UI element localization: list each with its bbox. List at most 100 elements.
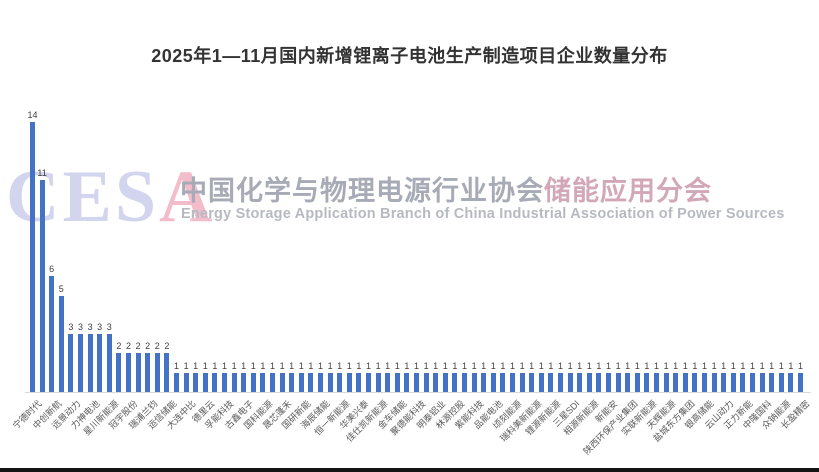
bar-value-label: 1 xyxy=(577,360,583,371)
bar-value-label: 1 xyxy=(653,360,659,371)
bar-value-label: 3 xyxy=(97,322,103,333)
bar xyxy=(730,372,736,392)
bar xyxy=(414,372,419,392)
bar xyxy=(510,372,515,392)
bar-value-label: 1 xyxy=(298,360,304,371)
bar-value-label: 1 xyxy=(634,360,640,371)
bar-value-label: 1 xyxy=(241,360,247,371)
bar xyxy=(385,372,391,392)
bar-value-label: 1 xyxy=(471,360,477,371)
bar xyxy=(500,372,506,392)
bar xyxy=(375,372,381,392)
bar xyxy=(308,372,314,392)
bar-value-label: 1 xyxy=(500,360,506,371)
x-axis-line xyxy=(25,392,811,393)
bar xyxy=(538,372,544,392)
bar xyxy=(58,295,64,392)
bar-value-label: 1 xyxy=(385,360,391,371)
bar xyxy=(462,372,467,392)
bar xyxy=(567,372,573,392)
bar xyxy=(452,372,458,392)
bar-value-label: 2 xyxy=(125,341,131,352)
bar-value-label: 1 xyxy=(404,360,410,371)
bar xyxy=(558,372,563,392)
bar-value-label: 3 xyxy=(68,322,74,333)
bar-value-label: 1 xyxy=(394,360,400,371)
bar-value-label: 1 xyxy=(778,360,784,371)
bar-value-label: 1 xyxy=(797,360,803,371)
bar-value-label: 3 xyxy=(87,322,93,333)
bar xyxy=(394,372,400,392)
bar xyxy=(298,372,304,392)
bar-value-label: 6 xyxy=(49,264,55,275)
bar-value-label: 2 xyxy=(145,341,151,352)
bar-value-label: 1 xyxy=(711,360,717,371)
bar-value-label: 1 xyxy=(519,360,525,371)
bar-value-label: 1 xyxy=(557,360,563,371)
bar xyxy=(577,372,583,392)
bar xyxy=(692,372,698,392)
bar-value-label: 1 xyxy=(337,360,343,371)
bar-value-label: 1 xyxy=(173,360,179,371)
bar-value-label: 1 xyxy=(212,360,218,371)
bar xyxy=(49,276,55,392)
cesa-letter: E xyxy=(62,156,115,238)
bar xyxy=(337,372,343,392)
bar xyxy=(222,372,227,392)
bar-value-label: 1 xyxy=(730,360,736,371)
bar-value-label: 1 xyxy=(615,360,621,371)
bar xyxy=(241,372,247,392)
bar-value-label: 1 xyxy=(346,360,352,371)
bar-value-label: 1 xyxy=(202,360,208,371)
bar-value-label: 1 xyxy=(221,360,227,371)
bar-value-label: 1 xyxy=(663,360,669,371)
bar-value-label: 1 xyxy=(413,360,419,371)
bar xyxy=(135,353,141,392)
watermark-english-line: Energy Storage Application Branch of Chi… xyxy=(181,206,785,222)
bar xyxy=(126,353,131,392)
bar-value-label: 1 xyxy=(461,360,467,371)
bar xyxy=(702,372,707,392)
bar xyxy=(711,372,717,392)
cesa-letter: S xyxy=(114,156,159,238)
bar xyxy=(606,372,611,392)
bar-value-label: 1 xyxy=(433,360,439,371)
bar xyxy=(615,372,621,392)
bar-value-label: 1 xyxy=(567,360,573,371)
bar xyxy=(750,372,755,392)
bar-value-label: 1 xyxy=(788,360,794,371)
bar xyxy=(596,372,602,392)
bar-value-label: 1 xyxy=(375,360,381,371)
bar xyxy=(769,372,775,392)
bar xyxy=(260,372,266,392)
bar-value-label: 11 xyxy=(37,167,47,178)
bar-value-label: 1 xyxy=(193,360,199,371)
bar-value-label: 1 xyxy=(596,360,602,371)
bar xyxy=(778,372,784,392)
bar xyxy=(279,372,285,392)
bar-value-label: 1 xyxy=(509,360,515,371)
bar xyxy=(433,372,439,392)
bar xyxy=(356,372,362,392)
bar xyxy=(423,372,429,392)
bar xyxy=(68,334,74,392)
bar-value-label: 1 xyxy=(740,360,746,371)
bar xyxy=(788,372,794,392)
bar xyxy=(798,372,803,392)
bar-value-label: 2 xyxy=(154,341,160,352)
bar-value-label: 1 xyxy=(673,360,679,371)
bar xyxy=(250,372,256,392)
bar xyxy=(183,372,189,392)
bar xyxy=(519,372,525,392)
bar-value-label: 1 xyxy=(625,360,631,371)
bar xyxy=(318,372,323,392)
bar xyxy=(97,334,103,392)
bottom-border xyxy=(0,468,819,472)
bar-value-label: 1 xyxy=(692,360,698,371)
bar xyxy=(442,372,448,392)
bar-value-label: 3 xyxy=(77,322,83,333)
bar-value-label: 1 xyxy=(183,360,189,371)
bar-value-label: 1 xyxy=(442,360,448,371)
